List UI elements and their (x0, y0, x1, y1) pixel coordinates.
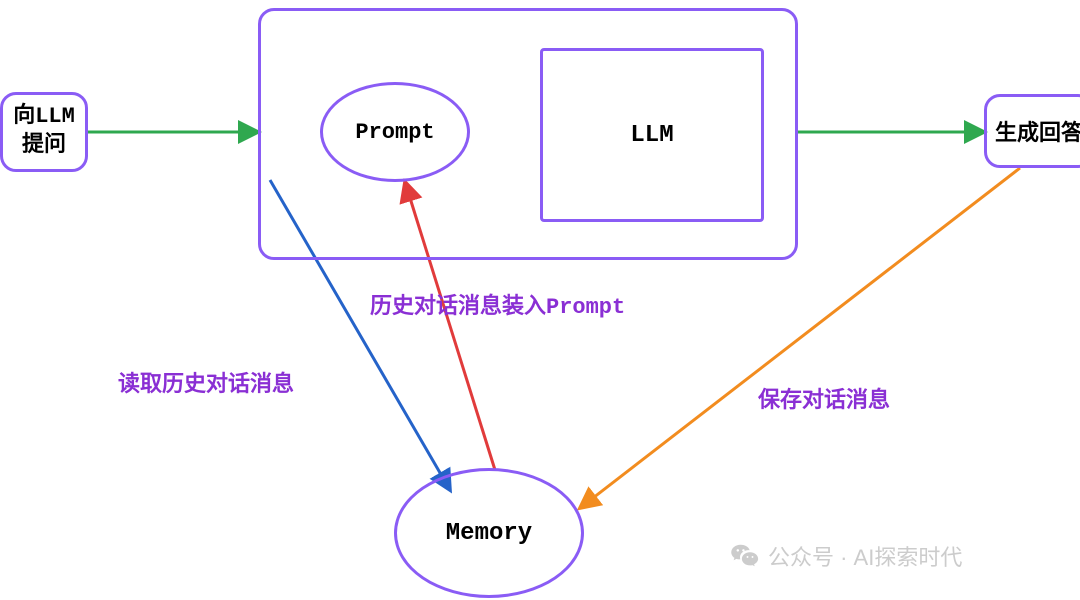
node-llm: LLM (540, 48, 764, 222)
node-memory: Memory (394, 468, 584, 598)
node-prompt: Prompt (320, 82, 470, 182)
watermark-text: 公众号 · AI探索时代 (768, 540, 962, 572)
node-ask-llm: 向LLM 提问 (0, 92, 88, 172)
node-answer: 生成回答 (984, 94, 1080, 168)
watermark: 公众号 · AI探索时代 (730, 540, 962, 572)
label-load-prompt: 历史对话消息装入Prompt (370, 288, 625, 320)
label-read-history: 读取历史对话消息 (118, 366, 294, 398)
label-save-msg: 保存对话消息 (758, 382, 890, 414)
wechat-icon (730, 541, 760, 571)
